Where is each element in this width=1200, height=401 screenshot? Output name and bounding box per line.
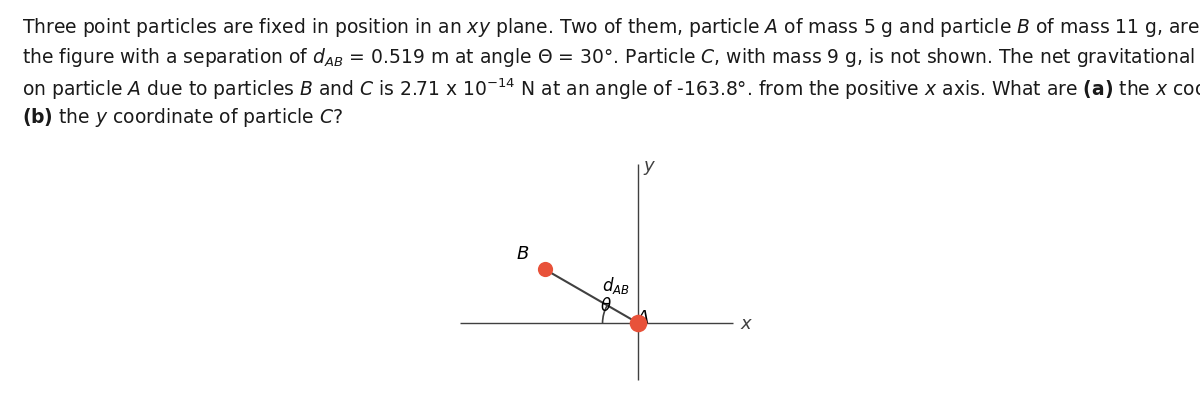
Point [629, 320, 648, 326]
Text: the figure with a separation of $d_{AB}$ = 0.519 m at angle $\Theta$ = 30°. Part: the figure with a separation of $d_{AB}$… [22, 46, 1200, 69]
Text: $B$: $B$ [516, 244, 529, 262]
Text: Three point particles are fixed in position in an $xy$ plane. Two of them, parti: Three point particles are fixed in posit… [22, 16, 1200, 39]
Text: $\bf{(b)}$ the $y$ coordinate of particle $C$?: $\bf{(b)}$ the $y$ coordinate of particl… [22, 106, 343, 129]
Text: $x$: $x$ [739, 314, 752, 332]
Text: $d_{AB}$: $d_{AB}$ [602, 274, 630, 295]
Text: $A$: $A$ [636, 308, 650, 326]
Text: $y$: $y$ [643, 159, 656, 177]
Text: $\theta$: $\theta$ [600, 296, 611, 314]
Point [535, 266, 554, 273]
Text: on particle $A$ due to particles $B$ and $C$ is 2.71 x 10$^{-14}$ N at an angle : on particle $A$ due to particles $B$ and… [22, 76, 1200, 101]
